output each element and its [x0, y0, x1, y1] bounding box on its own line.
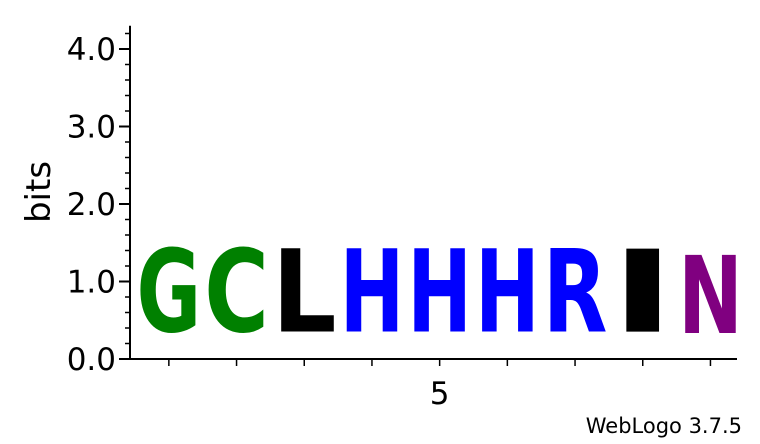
logo-letter-c-pos-2: C [204, 227, 269, 360]
sequence-logo-chart: bits 0.01.02.03.04.05G C L H H H R I N [19, 25, 743, 412]
logo-letter-r-pos-7: R [543, 226, 608, 359]
logo-letter-h-pos-6: H [475, 226, 540, 358]
logo-letter-n-pos-9: N [678, 235, 743, 360]
y-tick-label: 0.0 [67, 342, 116, 378]
weblogo-version-label: WebLogo 3.7.5 [585, 414, 742, 438]
logo-letter-i-pos-8: I [610, 226, 675, 359]
x-tick-label: 5 [430, 376, 450, 412]
y-tick-label: 2.0 [67, 187, 116, 223]
logo-letter-h-pos-5: H [407, 226, 472, 358]
y-tick-label: 1.0 [67, 265, 116, 301]
logo-letter-l-pos-3: L [272, 227, 337, 359]
y-tick-label: 4.0 [67, 32, 116, 68]
y-axis-title: bits [19, 161, 59, 223]
logo-letter-g-pos-1: G [137, 227, 202, 360]
y-tick-label: 3.0 [67, 110, 116, 146]
logo-letter-h-pos-4: H [340, 226, 405, 358]
